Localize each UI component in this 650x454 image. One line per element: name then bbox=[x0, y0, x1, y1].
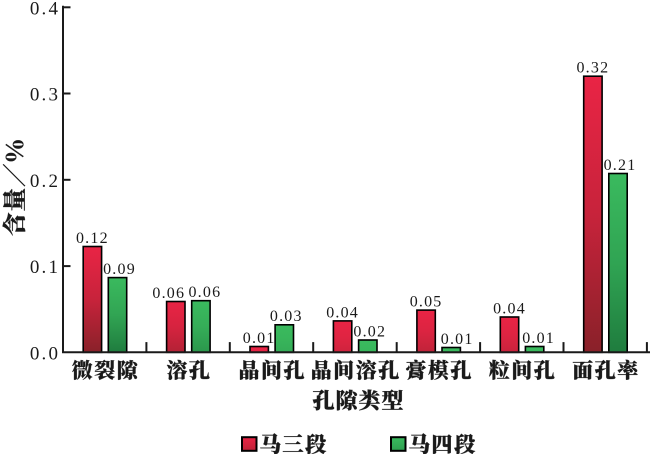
svg-text:0.32: 0.32 bbox=[576, 60, 609, 77]
svg-text:0.06: 0.06 bbox=[152, 285, 185, 302]
svg-text:0.03: 0.03 bbox=[270, 308, 303, 325]
svg-text:0.2: 0.2 bbox=[30, 171, 60, 192]
svg-text:0.0: 0.0 bbox=[30, 343, 60, 364]
svg-text:0.01: 0.01 bbox=[441, 331, 474, 348]
svg-text:0.01: 0.01 bbox=[243, 330, 276, 347]
svg-text:0.04: 0.04 bbox=[493, 300, 526, 317]
svg-text:0.4: 0.4 bbox=[30, 0, 60, 19]
svg-text:0.05: 0.05 bbox=[410, 294, 443, 311]
svg-text:0.12: 0.12 bbox=[76, 230, 109, 247]
svg-text:0.01: 0.01 bbox=[522, 330, 555, 347]
svg-text:0.02: 0.02 bbox=[353, 323, 386, 340]
svg-text:0.09: 0.09 bbox=[103, 261, 136, 278]
svg-text:0.1: 0.1 bbox=[30, 257, 60, 278]
svg-text:0.21: 0.21 bbox=[604, 157, 637, 174]
svg-text:0.3: 0.3 bbox=[30, 85, 60, 106]
svg-text:0.04: 0.04 bbox=[326, 304, 359, 321]
svg-text:0.06: 0.06 bbox=[188, 284, 221, 301]
